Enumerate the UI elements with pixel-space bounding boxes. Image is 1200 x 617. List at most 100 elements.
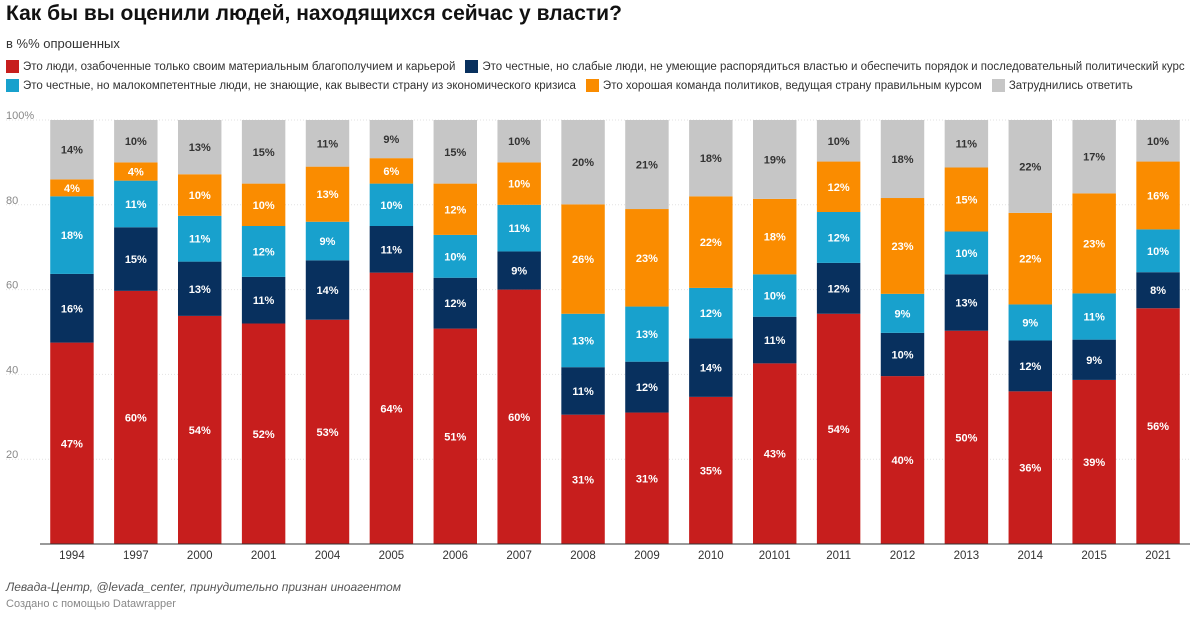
data-label: 18% (764, 232, 786, 244)
bar-segment (753, 363, 797, 544)
data-label: 11% (189, 234, 211, 246)
data-label: 14% (700, 363, 722, 375)
x-tick-label: 2021 (1145, 550, 1171, 562)
bar-segment (497, 289, 541, 544)
data-label: 10% (828, 136, 850, 148)
data-label: 18% (891, 154, 913, 166)
legend-swatch (991, 79, 1005, 92)
data-label: 26% (572, 254, 594, 266)
bar-segment (689, 287, 733, 339)
data-label: 12% (444, 298, 466, 310)
bar-segment (241, 120, 286, 184)
x-tick-label: 2014 (1017, 550, 1043, 562)
data-label: 12% (444, 204, 466, 216)
legend-swatch (6, 79, 19, 92)
data-label: 16% (61, 303, 83, 315)
bar-segment (497, 251, 541, 290)
x-tick-label: 2011 (826, 550, 851, 562)
bar-segment (1072, 293, 1116, 340)
data-label: 11% (381, 244, 403, 256)
chart-subtitle: в %% опрошенных (6, 36, 120, 51)
bar-segment (816, 262, 861, 314)
y-tick-label: 20 (6, 449, 18, 461)
x-tick-label: 2001 (251, 550, 277, 562)
x-tick-label: 2007 (506, 550, 532, 562)
bar-segment (305, 260, 350, 320)
data-label: 54% (828, 424, 850, 436)
bar-segment (369, 120, 414, 159)
bar-segment (497, 204, 541, 252)
data-label: 4% (128, 167, 144, 179)
bar-segment (816, 161, 861, 213)
legend-swatch (585, 79, 599, 92)
bar-segment (1072, 193, 1116, 294)
bar-segment (1136, 272, 1180, 309)
data-label: 4% (64, 183, 80, 195)
data-label: 6% (383, 166, 399, 178)
bar-segment (689, 338, 733, 397)
bar-segment (944, 120, 989, 168)
bar-segment (753, 120, 797, 199)
data-label: 12% (1019, 361, 1041, 373)
data-label: 13% (955, 298, 977, 310)
bar-segment (689, 196, 733, 288)
data-label: 16% (1147, 190, 1169, 202)
legend-item-honest-incompetent: Это честные, но малокомпетентные люди, н… (6, 79, 576, 92)
data-label: 15% (253, 147, 275, 159)
bar-segment (880, 332, 925, 377)
data-label: 50% (955, 432, 977, 444)
data-label: 64% (380, 403, 402, 415)
data-label: 9% (511, 266, 527, 278)
data-label: 21% (636, 160, 658, 172)
data-label: 15% (955, 195, 977, 207)
data-label: 53% (316, 427, 338, 439)
bar-segment (944, 167, 989, 232)
bar-segment (433, 328, 477, 544)
data-label: 10% (764, 291, 786, 303)
data-label: 20% (572, 157, 594, 169)
bar-segment (561, 204, 605, 314)
bar-segment (497, 120, 541, 163)
bar-segment (880, 293, 925, 333)
bar-segment (369, 272, 414, 544)
bar-segment (625, 306, 669, 362)
bar-segment (944, 330, 989, 544)
data-label: 22% (1019, 161, 1041, 173)
stacked-bar-chart: 20 40 60 80 100% 47% 16% 18% 4% 14% 1994 60% 15% 11% 4… (6, 110, 1190, 562)
data-label: 9% (383, 134, 399, 146)
bar-segment (241, 276, 286, 324)
bar-segment (50, 179, 94, 197)
legend-item-careerists: Это люди, озабоченные только своим матер… (6, 60, 455, 73)
x-tick-label: 1994 (59, 550, 85, 562)
bar-segment (305, 166, 350, 222)
bar-segment (816, 212, 861, 263)
x-tick-label: 2008 (570, 550, 596, 562)
data-label: 11% (764, 335, 786, 347)
legend-swatch (6, 60, 19, 73)
data-label: 60% (508, 412, 530, 424)
data-label: 11% (956, 139, 978, 151)
bar-segment (816, 313, 861, 544)
bar-segment (433, 234, 477, 278)
bar-segment (1136, 308, 1180, 544)
legend-item-good-team: Это хорошая команда политиков, ведущая с… (585, 79, 982, 92)
legend: Это люди, озабоченные только своим матер… (6, 60, 1196, 92)
data-label: 18% (61, 230, 83, 242)
bar-segment (241, 183, 286, 226)
data-label: 11% (125, 199, 147, 211)
bar-segment (50, 196, 94, 274)
bar-segment (241, 323, 286, 544)
bar-segment (1136, 161, 1180, 230)
bar-segment (305, 221, 350, 261)
bar-segment (816, 120, 861, 162)
x-tick-label: 2013 (954, 550, 980, 562)
data-label: 10% (253, 200, 275, 212)
data-label: 8% (1150, 285, 1166, 297)
x-tick-label: 2009 (634, 550, 660, 562)
bar-segment (241, 226, 286, 277)
data-label: 15% (125, 254, 147, 266)
data-label: 52% (253, 429, 275, 441)
data-label: 10% (444, 251, 466, 263)
data-label: 23% (636, 253, 658, 265)
legend-label: Это хорошая команда политиков, ведущая с… (602, 79, 982, 92)
